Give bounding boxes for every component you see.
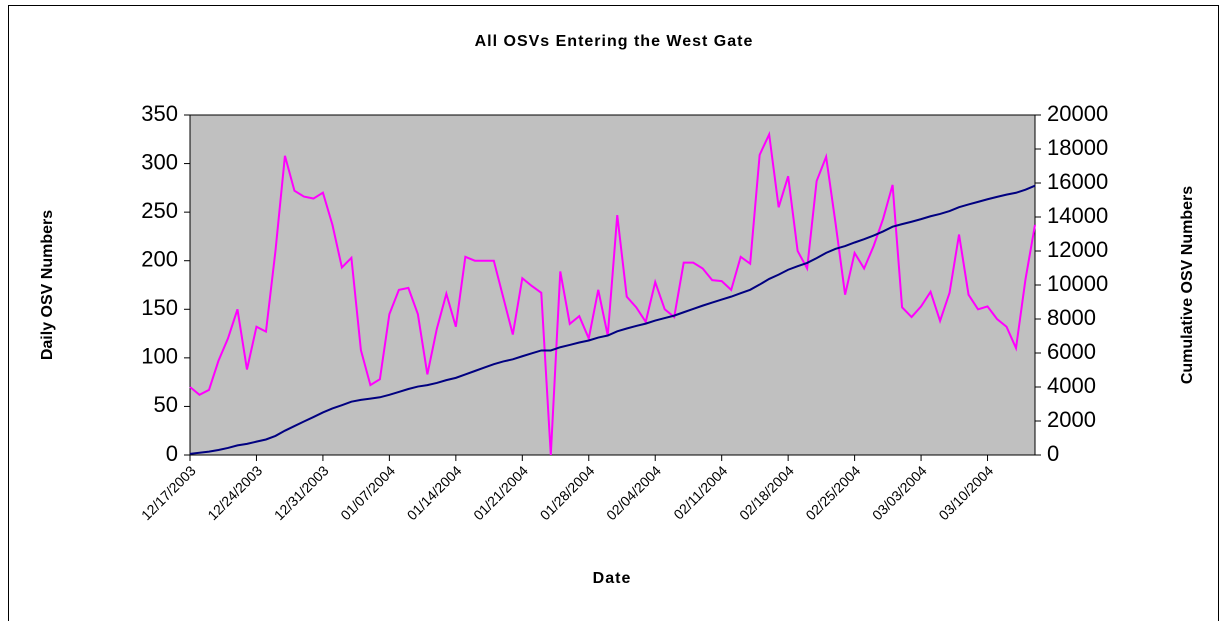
y2-tick-label: 6000 [1047,339,1096,364]
chart-title: All OSVs Entering the West Gate [475,33,754,50]
y-tick-label: 150 [141,295,178,320]
y2-tick-label: 2000 [1047,407,1096,432]
y-tick-label: 50 [154,392,178,417]
y2-tick-label: 4000 [1047,373,1096,398]
y2-tick-label: 10000 [1047,271,1108,296]
y-tick-label: 300 [141,149,178,174]
y2-tick-label: 0 [1047,441,1059,466]
y-tick-label: 200 [141,247,178,272]
y2-tick-label: 18000 [1047,135,1108,160]
y2-axis-title: Cumulative OSV Numbers [1179,186,1196,384]
y-tick-label: 100 [141,344,178,369]
x-axis-title: Date [593,570,632,587]
y-tick-label: 350 [141,101,178,126]
series-line [189,184,1036,455]
y2-tick-label: 14000 [1047,203,1108,228]
y-tick-label: 250 [141,198,178,223]
y2-tick-label: 12000 [1047,237,1108,262]
y2-tick-label: 16000 [1047,169,1108,194]
series-line [189,130,1036,456]
y-tick-label: 0 [166,441,178,466]
y2-tick-label: 8000 [1047,305,1096,330]
y-axis-title: Daily OSV Numbers [39,210,56,360]
y2-tick-label: 20000 [1047,101,1108,126]
